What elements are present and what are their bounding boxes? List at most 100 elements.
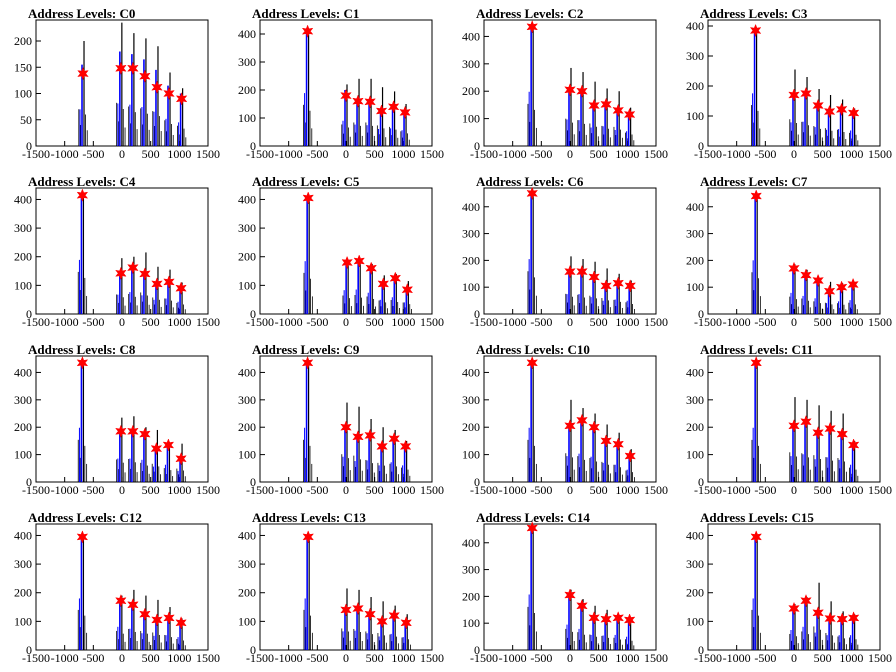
plot-area: 0 100 200 300 400 -1500 -1000 -500 0 500 1000 1500 [14,187,220,329]
peak-star-marker [612,103,624,118]
y-tick-label: 400 [686,365,704,379]
x-tick-label: -500 [754,651,776,665]
peak-star-marker [151,80,163,94]
peak-star-marker [847,106,860,120]
peak-star-marker [364,95,376,109]
peak-star-marker [127,598,139,612]
y-tick-label: 200 [14,250,32,264]
x-tick-label: -500 [754,315,776,329]
peak-star-marker [401,283,414,297]
peak-star-marker [526,521,538,535]
peak-star-marker [836,427,848,441]
y-tick-label: 300 [238,557,256,571]
y-tick-label: 0 [474,643,480,657]
x-tick-label: -500 [530,651,552,665]
peak-star-marker [800,594,812,608]
y-tick-label: 0 [474,139,480,153]
y-tick-label: 100 [686,280,704,294]
x-tick-label: 1500 [868,651,892,665]
y-tick-label: 100 [686,448,704,462]
peak-star-marker [835,280,848,294]
peak-star-marker [115,424,127,438]
peak-star-marker [175,281,187,295]
plot-area: 0 100 200 300 400 -1500 -1000 -500 0 500 1000 1500 [462,355,668,497]
x-tick-label: 1000 [167,315,191,329]
x-tick-label: -1000 [51,651,79,665]
x-tick-label: 0 [791,483,797,497]
x-tick-label: 1500 [644,315,668,329]
y-tick-label: 100 [14,87,32,101]
x-tick-label: 1500 [196,315,220,329]
peak-star-marker [576,264,588,279]
x-tick-label: -1500 [246,147,274,161]
peak-star-marker [612,611,624,625]
x-tick-label: -1500 [246,483,274,497]
y-tick-label: 0 [250,475,256,489]
y-tick-label: 300 [238,393,256,407]
peak-star-marker [115,266,127,280]
peak-star-marker [600,434,612,448]
chart-title: Address Levels: C8 [28,342,136,357]
x-tick-label: 1500 [196,651,220,665]
x-tick-label: -1000 [51,315,79,329]
peak-star-marker [800,268,812,282]
y-tick-label: 0 [474,307,480,321]
chart-title: Address Levels: C14 [476,510,590,525]
x-tick-label: -1500 [22,651,50,665]
peak-star-marker [376,614,388,629]
peak-star-marker [364,607,376,621]
peak-star-marker [526,186,538,201]
peak-star-marker [389,271,402,285]
peak-star-marker [365,261,377,275]
histogram-panel: 0 100 200 300 400 -1500 -1000 -500 0 500 1000 1500 A… [448,0,672,168]
peak-star-marker [115,61,127,75]
peak-star-marker [612,437,624,451]
y-tick-label: 400 [14,365,32,379]
peak-star-marker [150,441,163,456]
x-tick-label: 1500 [420,315,444,329]
peak-star-marker [162,438,175,452]
y-tick-label: 400 [238,27,256,41]
histogram-panel: 0 100 200 300 400 -1500 -1000 -500 0 500 1000 1500 A… [448,336,672,504]
plot-area: 0 100 200 300 400 -1500 -1000 -500 0 500 1000 1500 [686,187,892,329]
peak-star-marker [301,356,314,370]
x-tick-label: 0 [343,147,349,161]
x-tick-label: -500 [530,147,552,161]
y-tick-label: 0 [698,643,704,657]
peak-star-marker [600,612,612,626]
peak-star-marker [812,606,824,620]
peak-star-marker [388,432,400,446]
x-tick-label: -1500 [246,651,274,665]
x-tick-label: 1000 [167,147,191,161]
plot-area: 0 100 200 300 400 -1500 -1000 -500 0 500 1000 1500 [686,355,892,497]
peak-star-marker [576,413,588,428]
plot-area: 0 100 200 300 400 -1500 -1000 -500 0 500 1000 1500 [14,355,220,497]
histogram-panel: 0 100 200 300 400 -1500 -1000 -500 0 500 1000 1500 A… [672,504,896,672]
chart-title: Address Levels: C7 [700,174,808,189]
peak-star-marker [175,616,187,630]
peak-star-marker [750,189,762,203]
peak-star-marker [77,66,89,81]
y-tick-label: 300 [238,221,256,235]
y-tick-label: 0 [250,643,256,657]
x-tick-label: 1000 [615,483,639,497]
x-tick-label: 0 [567,651,573,665]
y-tick-label: 300 [238,55,256,69]
x-tick-label: -1000 [275,651,303,665]
histogram-panel: 0 100 200 300 400 -1500 -1000 -500 0 500 1000 1500 A… [448,504,672,672]
y-tick-label: 400 [238,192,256,206]
y-tick-label: 400 [462,200,480,214]
plot-area: 0 100 200 300 400 -1500 -1000 -500 0 500 1000 1500 [238,355,444,497]
chart-title: Address Levels: C12 [28,510,142,525]
peak-star-marker [399,105,411,120]
y-tick-label: 0 [698,475,704,489]
chart-title: Address Levels: C3 [700,6,808,21]
peak-star-marker [526,356,538,370]
x-tick-label: -1000 [723,651,751,665]
peak-star-marker [823,104,836,119]
peak-star-marker [127,260,139,275]
y-tick-label: 0 [26,643,32,657]
chart-title: Address Levels: C10 [476,342,590,357]
x-tick-label: -1000 [275,147,303,161]
histogram-panel: 0 100 200 300 400 -1500 -1000 -500 0 500 1000 1500 A… [0,336,224,504]
